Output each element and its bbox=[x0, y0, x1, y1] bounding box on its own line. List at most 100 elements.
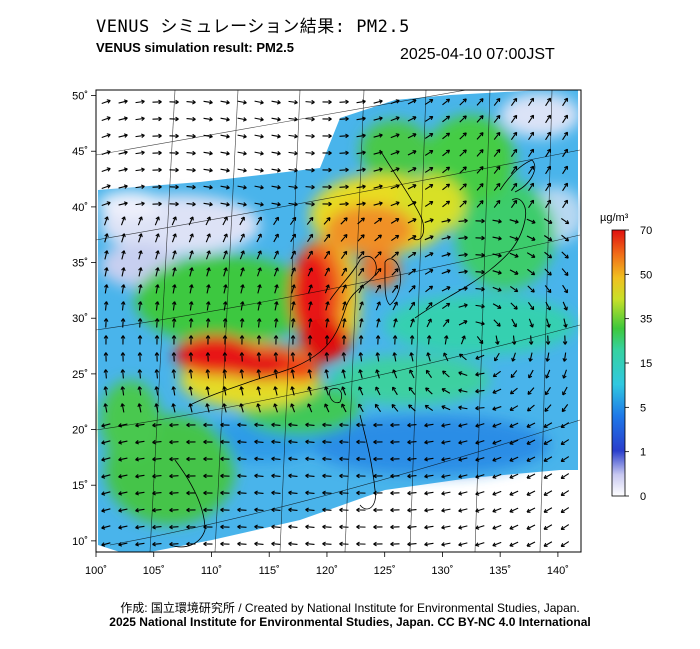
wind-arrow bbox=[476, 115, 484, 123]
wind-arrow bbox=[544, 268, 552, 276]
wind-arrow bbox=[495, 335, 500, 345]
wind-arrow bbox=[475, 525, 485, 530]
wind-arrow bbox=[186, 524, 196, 530]
wind-arrow bbox=[475, 354, 485, 360]
wind-arrow bbox=[223, 284, 228, 294]
wind-arrow bbox=[374, 267, 382, 276]
wind-arrow bbox=[203, 184, 213, 190]
wind-arrow bbox=[288, 150, 298, 156]
wind-arrow bbox=[562, 352, 568, 362]
colorbar-unit: µg/m³ bbox=[600, 212, 629, 224]
wind-arrow bbox=[271, 439, 281, 445]
wind-arrow bbox=[492, 219, 502, 224]
wind-arrow bbox=[271, 100, 281, 105]
wind-arrow bbox=[118, 508, 128, 513]
wind-arrow bbox=[307, 250, 313, 260]
wind-arrow bbox=[528, 369, 534, 379]
wind-arrow bbox=[307, 369, 312, 379]
wind-arrow bbox=[220, 473, 230, 479]
wind-arrow bbox=[341, 369, 346, 379]
timestamp: 2025-04-10 07:00JST bbox=[400, 46, 555, 63]
wind-arrow bbox=[120, 403, 125, 413]
wind-arrow bbox=[373, 150, 383, 155]
wind-arrow bbox=[460, 335, 466, 345]
wind-arrow bbox=[458, 508, 468, 513]
wind-arrow bbox=[273, 267, 279, 277]
wind-arrow bbox=[356, 133, 366, 138]
wind-arrow bbox=[186, 99, 196, 105]
wind-arrow bbox=[118, 525, 128, 530]
wind-arrow bbox=[169, 541, 179, 547]
wind-arrow bbox=[152, 116, 162, 122]
wind-arrow bbox=[205, 352, 211, 362]
wind-arrow bbox=[492, 422, 502, 428]
wind-arrow bbox=[358, 386, 364, 396]
colorbar-label: 5 bbox=[640, 402, 646, 414]
wind-arrow bbox=[375, 369, 380, 379]
wind-arrow bbox=[543, 439, 553, 445]
wind-arrow bbox=[101, 167, 111, 173]
wind-arrow bbox=[288, 184, 298, 190]
wind-arrow bbox=[544, 404, 552, 412]
wind-arrow bbox=[273, 250, 279, 260]
wind-arrow bbox=[409, 352, 414, 362]
wind-arrow bbox=[544, 386, 551, 396]
wind-arrow bbox=[424, 252, 434, 258]
wind-arrow bbox=[545, 352, 550, 362]
wind-arrow bbox=[288, 422, 298, 428]
wind-arrow bbox=[220, 134, 230, 139]
wind-arrow bbox=[237, 100, 247, 105]
wind-arrow bbox=[492, 456, 502, 462]
wind-arrow bbox=[458, 440, 468, 445]
wind-arrow bbox=[475, 405, 485, 411]
wind-arrow bbox=[254, 524, 264, 530]
wind-arrow bbox=[137, 318, 143, 328]
wind-arrow bbox=[101, 474, 111, 479]
wind-arrow bbox=[407, 201, 417, 207]
wind-arrow bbox=[135, 133, 145, 139]
lat-tick-label: 40˚ bbox=[72, 202, 88, 214]
wind-arrow bbox=[169, 184, 179, 190]
wind-arrow bbox=[135, 423, 145, 428]
wind-arrow bbox=[120, 335, 126, 345]
wind-arrow bbox=[407, 422, 417, 428]
wind-arrow bbox=[459, 149, 467, 157]
wind-arrow bbox=[305, 439, 315, 445]
wind-arrow bbox=[545, 369, 551, 379]
lon-tick-label: 105˚ bbox=[143, 565, 165, 577]
wind-arrow bbox=[459, 132, 467, 140]
wind-arrow bbox=[135, 99, 145, 105]
wind-arrow bbox=[171, 352, 177, 362]
wind-arrow bbox=[528, 352, 533, 362]
wind-arrow bbox=[561, 268, 569, 276]
wind-arrow bbox=[256, 233, 262, 243]
wind-arrow bbox=[290, 335, 296, 345]
wind-arrow bbox=[442, 318, 450, 327]
wind-arrow bbox=[475, 423, 485, 428]
wind-arrow bbox=[305, 473, 315, 479]
wind-arrow bbox=[220, 507, 230, 513]
wind-arrow bbox=[356, 541, 366, 547]
wind-arrow bbox=[442, 115, 451, 123]
wind-arrow bbox=[203, 473, 213, 479]
wind-arrow bbox=[339, 524, 349, 530]
wind-arrow bbox=[441, 235, 451, 240]
wind-arrow bbox=[374, 403, 382, 413]
wind-arrow bbox=[560, 524, 570, 530]
wind-arrow bbox=[492, 253, 502, 258]
wind-arrow bbox=[543, 490, 553, 496]
wind-arrow bbox=[393, 318, 398, 328]
wind-arrow bbox=[543, 456, 553, 462]
wind-arrow bbox=[339, 473, 349, 479]
wind-arrow bbox=[237, 456, 247, 462]
wind-arrow bbox=[357, 217, 365, 225]
wind-arrow bbox=[308, 301, 313, 311]
wind-arrow bbox=[101, 542, 111, 547]
wind-arrow bbox=[101, 99, 111, 105]
wind-arrow bbox=[543, 235, 553, 242]
wind-arrow bbox=[409, 301, 415, 311]
wind-arrow bbox=[373, 456, 383, 462]
wind-arrow bbox=[273, 369, 278, 379]
wind-arrow bbox=[254, 151, 264, 156]
wind-arrow bbox=[392, 352, 397, 362]
